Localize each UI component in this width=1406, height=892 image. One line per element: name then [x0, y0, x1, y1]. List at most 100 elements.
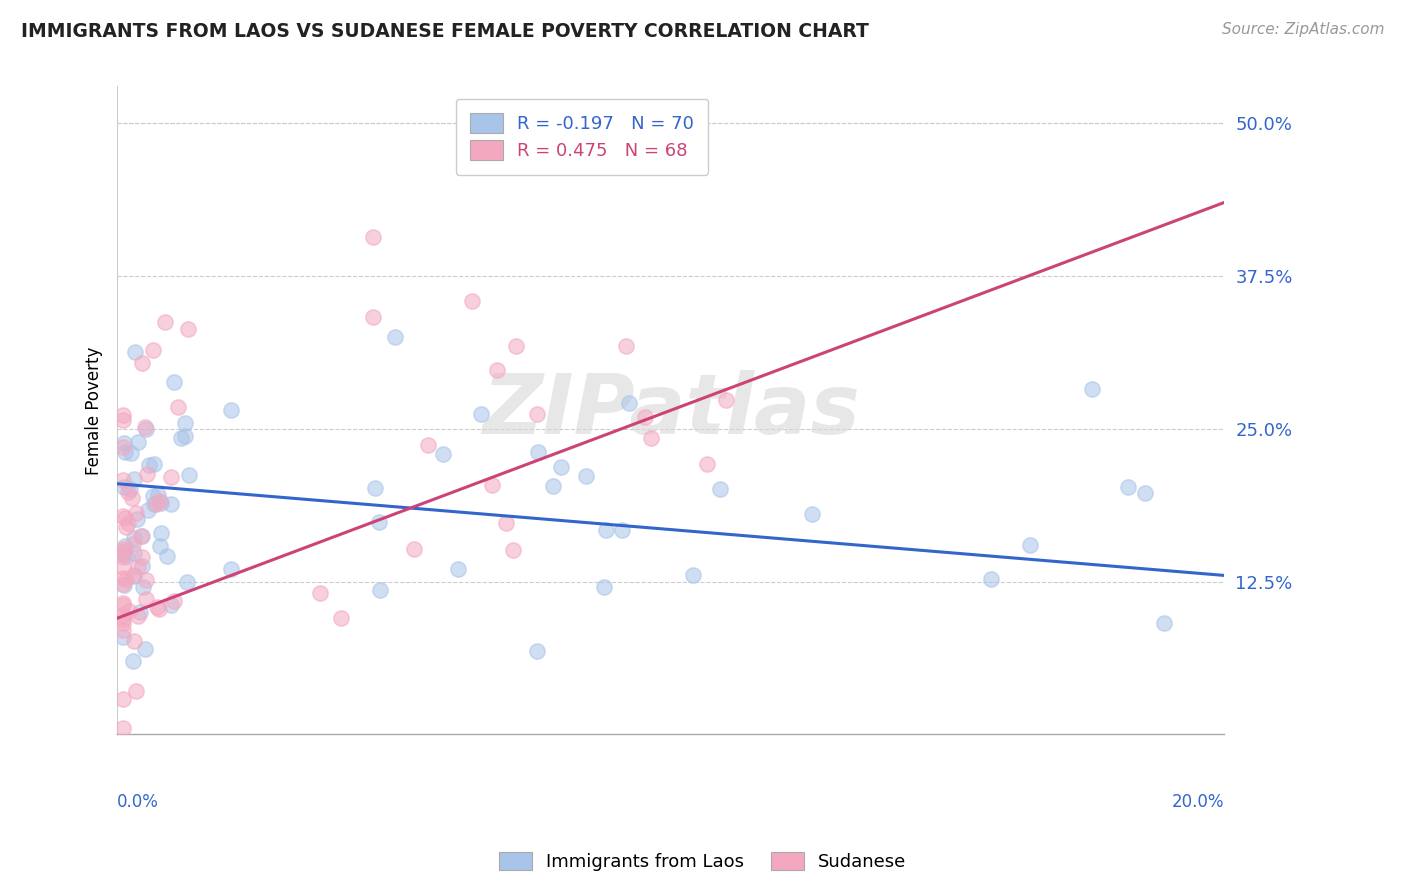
Point: [124, 683, 146, 698]
Point: [595, 523, 617, 537]
Point: [111, 623, 134, 637]
Point: [541, 479, 564, 493]
Point: [219, 562, 242, 576]
Point: [384, 330, 406, 344]
Point: [1135, 486, 1157, 500]
Point: [148, 602, 170, 616]
Point: [117, 485, 139, 500]
Point: [112, 548, 135, 562]
Point: [111, 440, 134, 454]
Point: [682, 568, 704, 582]
Legend: R = -0.197   N = 70, R = 0.475   N = 68: R = -0.197 N = 70, R = 0.475 N = 68: [456, 99, 709, 175]
Legend: Immigrants from Laos, Sudanese: Immigrants from Laos, Sudanese: [492, 845, 914, 879]
Point: [111, 559, 134, 574]
Point: [111, 508, 134, 523]
Point: [149, 539, 172, 553]
Point: [114, 511, 136, 525]
Point: [138, 458, 160, 472]
Point: [416, 438, 439, 452]
Point: [122, 537, 145, 551]
Point: [149, 526, 172, 541]
Point: [112, 435, 135, 450]
Point: [111, 607, 134, 622]
Point: [131, 549, 153, 564]
Point: [135, 422, 157, 436]
Point: [163, 375, 186, 389]
Point: [122, 654, 145, 668]
Point: [131, 529, 153, 543]
Point: [402, 542, 425, 557]
Point: [640, 431, 662, 445]
Point: [367, 515, 389, 529]
Point: [122, 472, 145, 486]
Point: [112, 545, 135, 559]
Point: [169, 432, 191, 446]
Point: [114, 540, 136, 554]
Text: ZIPatlas: ZIPatlas: [482, 370, 859, 450]
Point: [134, 641, 156, 656]
Point: [368, 583, 391, 598]
Point: [111, 541, 134, 556]
Point: [461, 293, 484, 308]
Point: [118, 604, 141, 618]
Text: 0.0%: 0.0%: [117, 793, 159, 811]
Point: [111, 549, 134, 564]
Point: [111, 408, 134, 422]
Point: [709, 482, 731, 496]
Point: [633, 410, 655, 425]
Point: [145, 497, 167, 511]
Point: [177, 468, 200, 483]
Point: [146, 600, 169, 615]
Point: [159, 599, 181, 613]
Point: [160, 469, 183, 483]
Point: [505, 339, 527, 353]
Point: [135, 573, 157, 587]
Point: [550, 460, 572, 475]
Point: [122, 569, 145, 583]
Point: [134, 419, 156, 434]
Point: [526, 644, 548, 658]
Point: [167, 400, 190, 414]
Point: [502, 543, 524, 558]
Point: [148, 487, 170, 501]
Point: [221, 403, 243, 417]
Point: [127, 435, 149, 450]
Point: [361, 229, 384, 244]
Point: [127, 559, 149, 574]
Point: [111, 571, 134, 585]
Point: [575, 469, 598, 483]
Point: [714, 393, 737, 408]
Point: [111, 612, 134, 626]
Point: [980, 572, 1002, 586]
Point: [111, 474, 134, 488]
Point: [136, 503, 159, 517]
Point: [486, 363, 509, 377]
Point: [612, 523, 634, 537]
Point: [132, 580, 155, 594]
Point: [363, 481, 385, 495]
Text: IMMIGRANTS FROM LAOS VS SUDANESE FEMALE POVERTY CORRELATION CHART: IMMIGRANTS FROM LAOS VS SUDANESE FEMALE …: [21, 22, 869, 41]
Point: [125, 506, 148, 520]
Point: [127, 511, 149, 525]
Point: [363, 310, 385, 325]
Point: [143, 457, 166, 471]
Point: [114, 445, 136, 459]
Point: [112, 598, 135, 612]
Point: [495, 516, 517, 530]
Point: [176, 574, 198, 589]
Y-axis label: Female Poverty: Female Poverty: [86, 346, 103, 475]
Point: [112, 578, 135, 592]
Point: [131, 559, 153, 574]
Point: [177, 322, 200, 336]
Point: [115, 549, 138, 563]
Point: [173, 416, 195, 430]
Point: [696, 457, 718, 471]
Point: [122, 546, 145, 560]
Point: [156, 549, 179, 563]
Point: [432, 447, 454, 461]
Point: [111, 692, 134, 706]
Point: [122, 634, 145, 648]
Point: [122, 567, 145, 582]
Point: [129, 605, 152, 619]
Point: [124, 345, 146, 359]
